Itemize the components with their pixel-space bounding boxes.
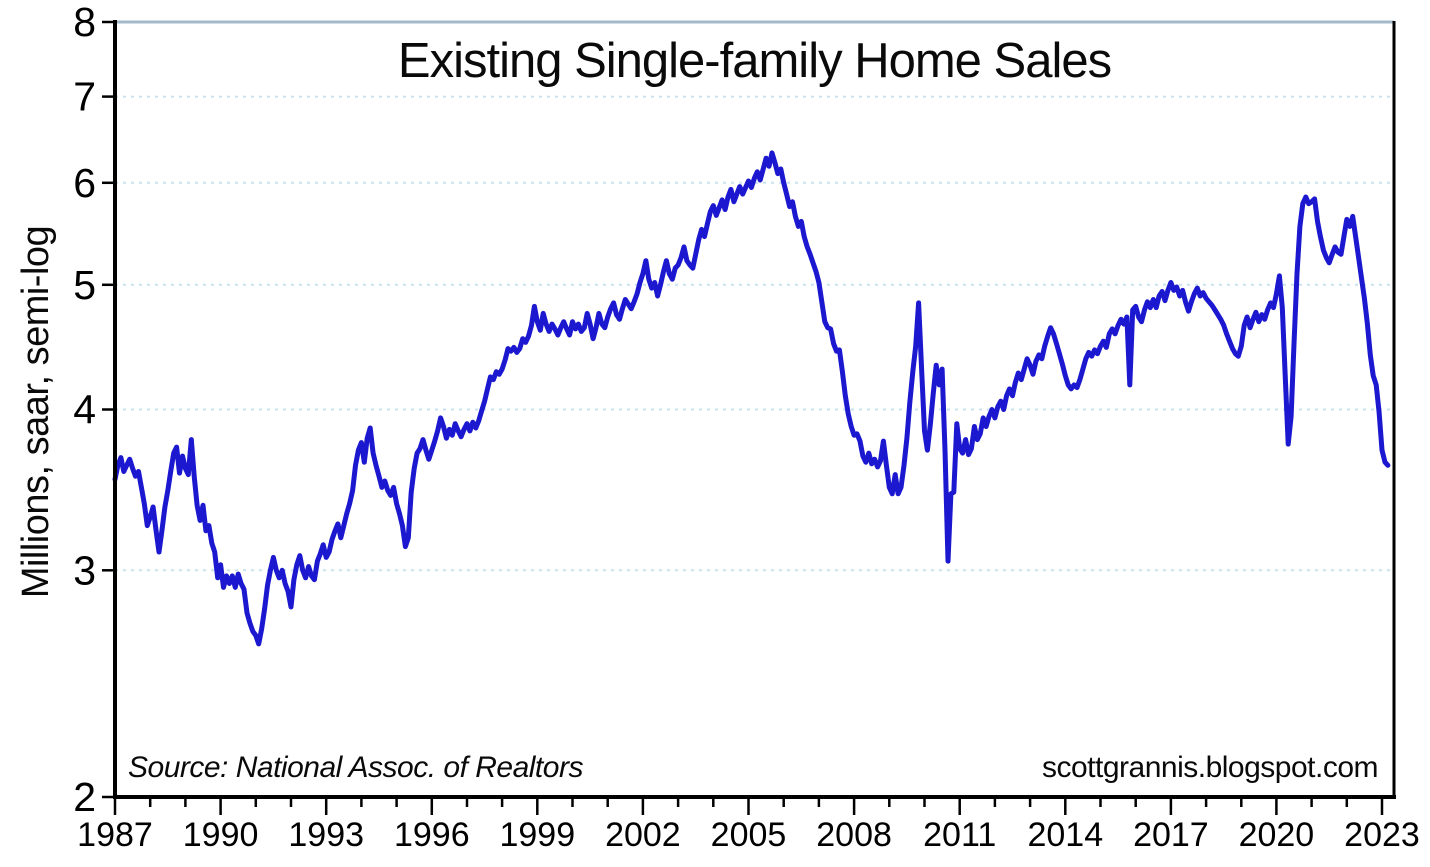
svg-text:1996: 1996 xyxy=(394,816,470,854)
svg-text:6: 6 xyxy=(73,160,96,206)
gridlines-group xyxy=(115,20,1394,572)
chart-title: Existing Single-family Home Sales xyxy=(397,34,1112,88)
x-axis-ticks xyxy=(113,799,1384,815)
axes-frame xyxy=(113,20,1396,799)
site-credit: scottgrannis.blogspot.com xyxy=(1041,751,1379,784)
y-axis-tick-labels: 2 3 4 5 6 7 8 xyxy=(73,0,96,820)
data-series-group xyxy=(112,150,1391,647)
svg-text:2: 2 xyxy=(73,774,96,820)
x-axis-tick-labels: 1987 1990 1993 1996 1999 2002 2005 2008 2011 2014… xyxy=(77,816,1420,854)
svg-text:2008: 2008 xyxy=(816,816,892,854)
svg-text:7: 7 xyxy=(73,74,96,120)
home-sales-line xyxy=(112,150,1391,647)
svg-text:1993: 1993 xyxy=(288,816,364,854)
svg-text:2002: 2002 xyxy=(605,816,681,854)
svg-text:2020: 2020 xyxy=(1239,816,1315,854)
svg-text:3: 3 xyxy=(73,547,96,593)
y-axis-label: Millions, saar, semi-log xyxy=(15,225,57,599)
y-axis-ticks xyxy=(102,20,115,799)
svg-text:1990: 1990 xyxy=(183,816,259,854)
source-note: Source: National Assoc. of Realtors xyxy=(128,751,583,784)
svg-text:2011: 2011 xyxy=(923,816,996,854)
svg-text:2005: 2005 xyxy=(711,816,787,854)
svg-text:2017: 2017 xyxy=(1133,816,1209,854)
svg-text:2014: 2014 xyxy=(1027,816,1103,854)
svg-text:5: 5 xyxy=(73,262,96,308)
svg-text:1999: 1999 xyxy=(499,816,575,854)
svg-text:4: 4 xyxy=(73,387,96,433)
svg-text:2023: 2023 xyxy=(1344,816,1420,854)
svg-text:8: 8 xyxy=(73,0,96,45)
svg-text:1987: 1987 xyxy=(77,816,153,854)
